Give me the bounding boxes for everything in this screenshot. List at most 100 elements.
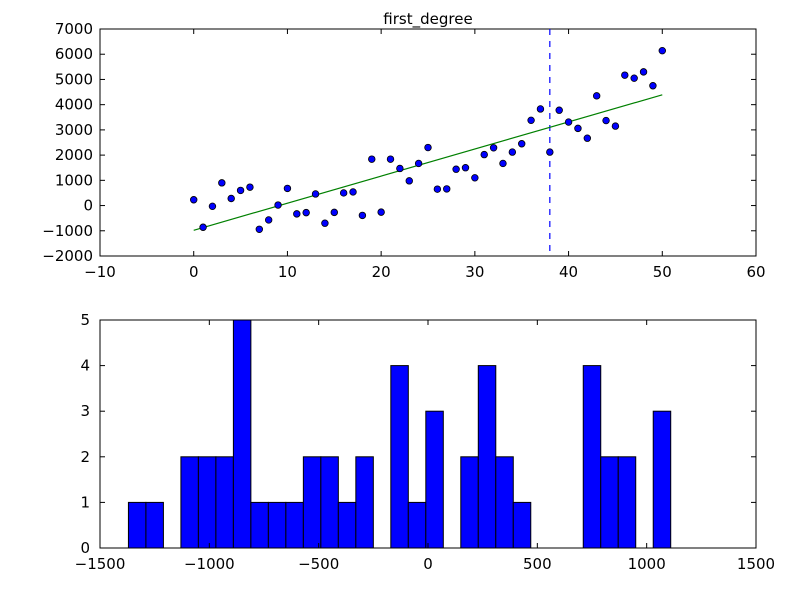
y-tick-label: 5000 xyxy=(55,70,93,88)
histogram-bar xyxy=(267,501,287,549)
histogram-bar xyxy=(250,501,269,549)
histogram-bar xyxy=(285,501,304,549)
scatter-point xyxy=(283,184,292,193)
x-tick-label: 30 xyxy=(465,263,484,281)
scatter-point xyxy=(321,219,329,227)
histogram-bar xyxy=(617,456,637,549)
x-tick-label: 50 xyxy=(653,263,672,281)
scatter-point xyxy=(611,122,620,130)
scatter-point xyxy=(592,92,601,100)
scatter-point xyxy=(564,118,573,126)
scatter-point xyxy=(190,196,198,204)
histogram-bars xyxy=(127,319,672,549)
scatter-point xyxy=(480,150,488,159)
x-tick-label: −1500 xyxy=(75,555,126,573)
scatter-point xyxy=(293,210,301,218)
scatter-point xyxy=(377,208,385,216)
y-tick-label: −2000 xyxy=(42,247,93,265)
scatter-point xyxy=(255,225,264,233)
scatter-x-ticks: −10 0 10 20 30 40 50 60 xyxy=(84,29,766,281)
y-tick-label: −1000 xyxy=(42,222,93,240)
y-tick-label: 0 xyxy=(80,539,90,557)
x-tick-label: 10 xyxy=(278,263,297,281)
scatter-point xyxy=(555,106,563,114)
y-tick-label: 2000 xyxy=(55,146,93,164)
histogram-bar xyxy=(145,501,164,549)
scatter-point xyxy=(546,148,554,156)
scatter-point xyxy=(311,190,320,198)
histogram-bar xyxy=(337,501,357,549)
y-tick-label: 5 xyxy=(80,311,90,329)
histogram-bar xyxy=(495,456,514,549)
histogram-bar xyxy=(512,501,532,549)
scatter-point xyxy=(499,159,507,168)
y-tick-label: 1 xyxy=(80,493,90,511)
histogram-y-ticks: 0 1 2 3 4 5 xyxy=(80,311,756,557)
scatter-point xyxy=(396,164,404,173)
scatter-point xyxy=(527,116,535,125)
scatter-points xyxy=(190,46,666,233)
histogram-bar xyxy=(197,456,217,549)
scatter-point xyxy=(218,179,226,187)
histogram-bar xyxy=(180,456,199,549)
fit-line xyxy=(193,94,663,231)
x-tick-label: 20 xyxy=(372,263,391,281)
histogram-bar xyxy=(425,410,444,549)
scatter-point xyxy=(227,194,235,203)
scatter-point xyxy=(536,105,545,113)
scatter-point xyxy=(443,185,451,193)
scatter-point xyxy=(574,124,582,133)
histogram-bar xyxy=(460,456,479,549)
chart-title: first_degree xyxy=(383,10,472,29)
histogram-bar xyxy=(390,365,409,549)
histogram-bar xyxy=(320,456,339,549)
scatter-point xyxy=(414,159,423,168)
y-tick-label: 3 xyxy=(80,402,90,420)
scatter-point xyxy=(264,216,273,224)
scatter-point xyxy=(386,155,395,163)
scatter-point xyxy=(602,116,610,125)
scatter-point xyxy=(349,188,357,196)
scatter-point xyxy=(489,144,498,152)
y-tick-label: 0 xyxy=(83,197,93,215)
histogram-bar xyxy=(215,456,234,549)
scatter-point xyxy=(199,223,207,231)
scatter-point xyxy=(461,164,470,172)
histogram-x-ticks: −1500 −1000 −500 0 500 1000 1500 xyxy=(75,320,775,573)
y-tick-label: 6000 xyxy=(55,45,93,63)
scatter-point xyxy=(368,155,376,163)
x-tick-label: 0 xyxy=(423,555,433,573)
x-tick-label: 0 xyxy=(189,263,199,281)
x-tick-label: −500 xyxy=(298,555,339,573)
scatter-point xyxy=(583,134,592,142)
histogram-bar xyxy=(302,456,322,549)
x-tick-label: −1000 xyxy=(184,555,235,573)
scatter-y-ticks: −2000 −1000 0 1000 2000 3000 4000 5000 6000 7000 xyxy=(42,20,756,265)
histogram-bar xyxy=(652,410,672,549)
histogram-bar xyxy=(355,456,374,549)
x-tick-label: 60 xyxy=(746,263,765,281)
scatter-point xyxy=(424,143,432,152)
x-tick-label: 40 xyxy=(559,263,578,281)
y-tick-label: 7000 xyxy=(55,20,93,38)
scatter-axes: first_degree −10 0 10 20 30 40 50 60 −2000 −1000… xyxy=(42,10,765,281)
y-tick-label: 4 xyxy=(80,357,90,375)
y-tick-label: 2 xyxy=(80,448,90,466)
x-tick-label: 500 xyxy=(523,555,552,573)
scatter-point xyxy=(433,185,442,193)
scatter-point xyxy=(621,71,629,79)
scatter-point xyxy=(658,46,666,55)
scatter-plot-frame xyxy=(99,28,757,257)
y-tick-label: 1000 xyxy=(55,171,93,189)
scatter-point xyxy=(405,177,413,185)
scatter-point xyxy=(649,82,657,90)
scatter-point xyxy=(358,211,367,220)
scatter-point xyxy=(330,208,338,217)
histogram-bar xyxy=(127,501,147,549)
scatter-point xyxy=(236,186,245,195)
scatter-point xyxy=(208,202,217,211)
histogram-bar xyxy=(582,365,602,549)
histogram-bar xyxy=(600,456,619,549)
histogram-bar xyxy=(477,365,497,549)
y-tick-label: 3000 xyxy=(55,121,93,139)
